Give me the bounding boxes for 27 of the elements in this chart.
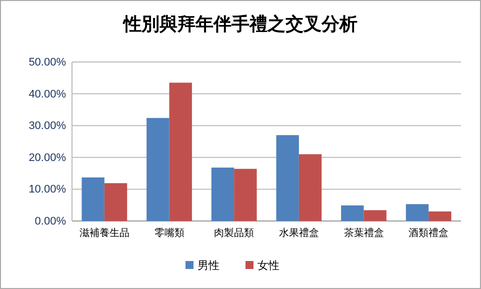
x-tick-label: 滋補養生品 xyxy=(79,227,130,240)
legend-label: 男性 xyxy=(198,259,220,272)
bar xyxy=(104,183,128,221)
chart-title: 性別與拜年伴手禮之交叉分析 xyxy=(122,14,358,35)
bar xyxy=(169,82,192,221)
bar xyxy=(341,205,364,221)
x-tick-label: 零嘴類 xyxy=(154,227,184,240)
x-tick-label: 肉製品類 xyxy=(214,227,254,240)
bar xyxy=(298,154,322,221)
y-tick-label: 20.00% xyxy=(28,152,66,164)
bar xyxy=(82,177,104,221)
bar xyxy=(406,204,429,221)
y-tick-label: 0.00% xyxy=(34,216,66,228)
x-tick-label: 茶葉禮盒 xyxy=(344,227,384,240)
legend-label: 女性 xyxy=(258,259,280,272)
bar xyxy=(276,135,299,221)
bar xyxy=(428,211,452,221)
y-tick-label: 40.00% xyxy=(28,88,66,100)
x-tick-label: 酒類禮盒 xyxy=(408,227,449,240)
bar xyxy=(211,168,234,221)
x-tick-label: 水果禮盒 xyxy=(278,227,319,240)
bar xyxy=(234,168,257,221)
bar xyxy=(146,118,170,221)
bar xyxy=(364,210,386,221)
y-tick-label: 30.00% xyxy=(28,120,66,132)
y-tick-label: 10.00% xyxy=(28,184,66,196)
y-tick-label: 50.00% xyxy=(28,56,66,69)
